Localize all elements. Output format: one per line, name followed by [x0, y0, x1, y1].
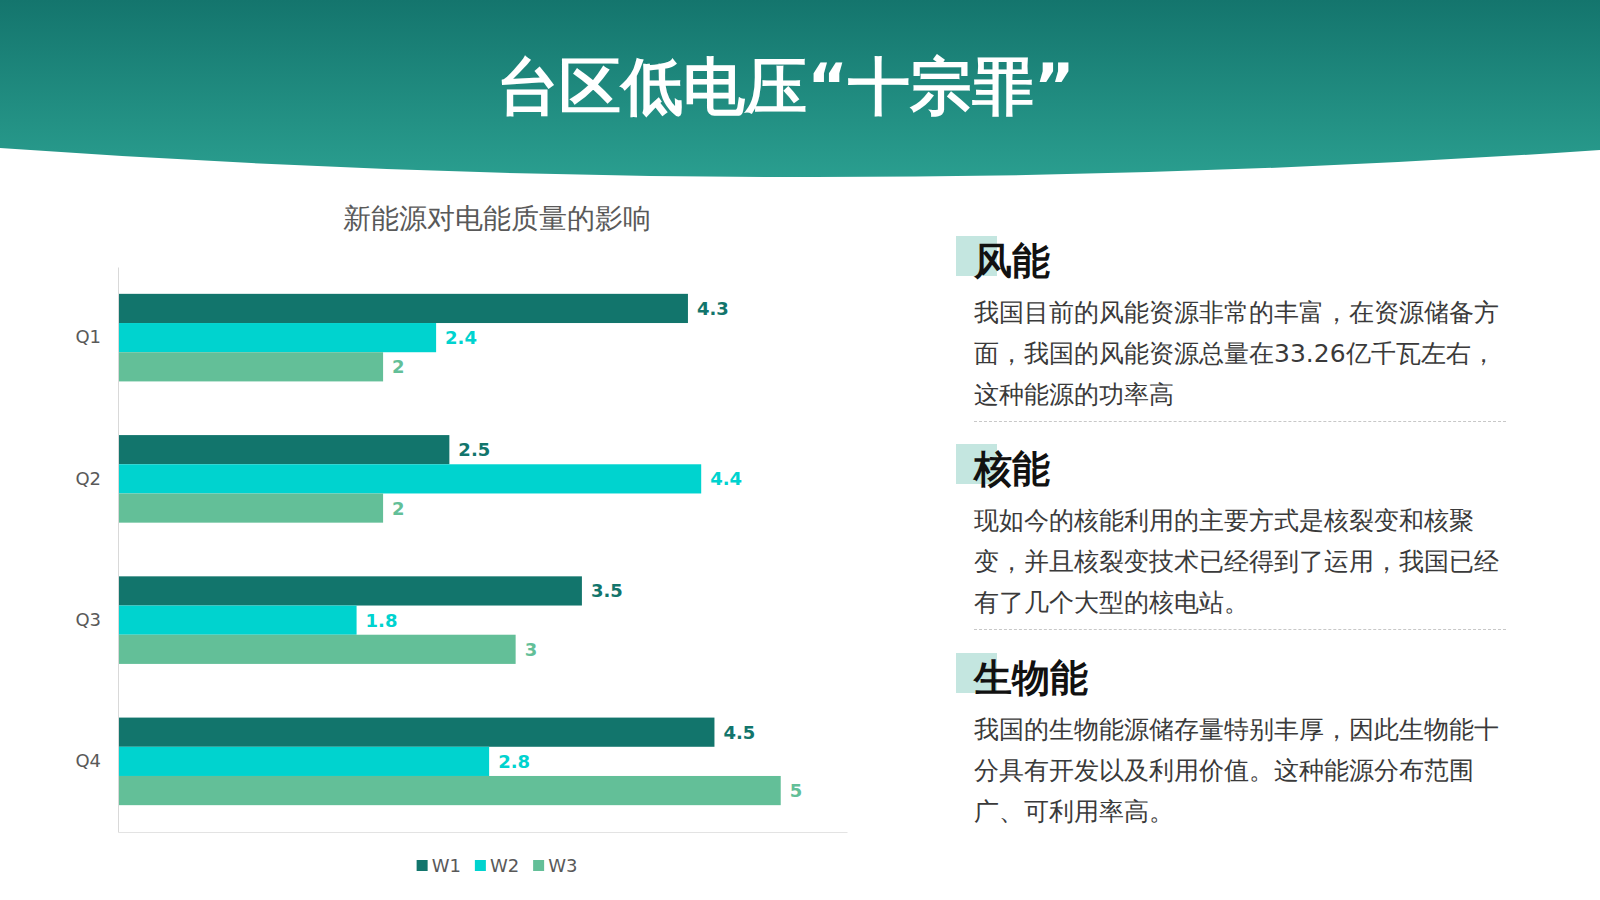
tick-label: Q3 [75, 609, 101, 630]
data-label: 2.4 [445, 327, 477, 348]
page-title: 台区低电压“十宗罪” [497, 50, 1075, 123]
section-heading: 风能 [974, 236, 1506, 286]
legend-item: W3 [533, 855, 577, 876]
tick: Q4 [75, 750, 118, 771]
bar [118, 435, 449, 464]
legend-label: W1 [432, 855, 461, 876]
chart-title: 新能源对电能质量的影响 [343, 202, 651, 235]
section-heading: 生物能 [974, 653, 1506, 703]
y-axis: Q1 Q2 Q3 Q4 [75, 268, 118, 833]
data-label: 4.4 [710, 468, 742, 489]
bar [118, 776, 781, 805]
tick-label: Q2 [75, 468, 101, 489]
bar [118, 635, 516, 664]
data-label: 4.5 [723, 722, 755, 743]
data-label: 1.8 [366, 610, 398, 631]
bar [118, 352, 383, 381]
legend: W1 W2 W3 [417, 855, 578, 876]
data-label: 2 [392, 356, 405, 377]
section-heading: 核能 [974, 444, 1506, 494]
legend-label: W2 [490, 855, 519, 876]
tick: Q1 [75, 326, 118, 347]
data-label: 2 [392, 498, 405, 519]
section: 核能现如今的核能利用的主要方式是核裂变和核聚变，并且核裂变技术已经得到了运用，我… [974, 444, 1506, 630]
tick: Q3 [75, 609, 118, 630]
axis-line [119, 832, 848, 833]
data-label: 3 [525, 639, 538, 660]
section-text: 我国目前的风能资源非常的丰富，在资源储备方面，我国的风能资源总量在33.26亿千… [974, 292, 1506, 421]
data-label: 2.8 [498, 751, 530, 772]
section: 风能我国目前的风能资源非常的丰富，在资源储备方面，我国的风能资源总量在33.26… [974, 236, 1506, 422]
bar [118, 606, 357, 635]
legend-item: W1 [417, 855, 461, 876]
section-text: 我国的生物能源储存量特别丰厚，因此生物能十分具有开发以及利用价值。这种能源分布范… [974, 709, 1506, 838]
bar [118, 323, 436, 352]
legend-swatch [533, 860, 544, 871]
tick-label: Q1 [75, 326, 101, 347]
legend-item: W2 [475, 855, 519, 876]
data-label: 4.3 [697, 298, 729, 319]
section: 生物能我国的生物能源储存量特别丰厚，因此生物能十分具有开发以及利用价值。这种能源… [974, 653, 1506, 838]
bar [118, 747, 489, 776]
header-band [0, 0, 1600, 177]
legend-swatch [475, 860, 486, 871]
bars [118, 294, 781, 805]
data-label: 5 [790, 780, 803, 801]
bar [118, 464, 701, 493]
legend-swatch [417, 860, 428, 871]
tick-label: Q4 [75, 750, 101, 771]
bar [118, 576, 582, 605]
section-text: 现如今的核能利用的主要方式是核裂变和核聚变，并且核裂变技术已经得到了运用，我国已… [974, 500, 1506, 629]
bar [118, 294, 688, 323]
axis-line [118, 268, 119, 833]
data-label: 3.5 [591, 580, 623, 601]
data-label: 2.5 [458, 439, 490, 460]
legend-label: W3 [548, 855, 577, 876]
bar [118, 718, 714, 747]
x-axis [119, 832, 848, 833]
tick: Q2 [75, 468, 118, 489]
bar [118, 493, 383, 522]
